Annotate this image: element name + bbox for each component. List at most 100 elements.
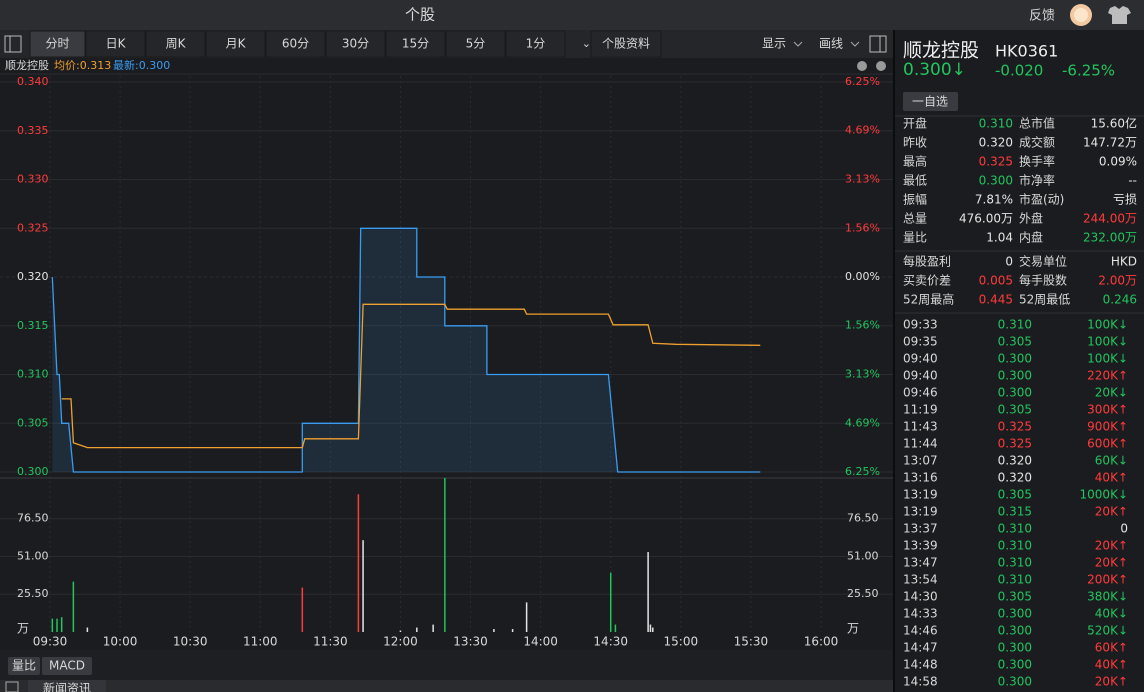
y-tick-label: 0.330 bbox=[17, 173, 49, 186]
tool-button[interactable]: 画线 bbox=[819, 37, 843, 51]
feedback-link[interactable]: 反馈 bbox=[1029, 9, 1055, 24]
trade-volume: 300K↑ bbox=[1087, 403, 1128, 417]
trade-price: 0.325 bbox=[998, 437, 1032, 451]
tab-bg[interactable] bbox=[265, 30, 326, 58]
watch-button-bg[interactable] bbox=[903, 92, 958, 111]
indicator-tab-bg[interactable] bbox=[8, 657, 40, 675]
volume-bar bbox=[357, 494, 360, 632]
trade-volume: 20K↑ bbox=[1095, 505, 1128, 519]
last-price: 0.300↓ bbox=[903, 60, 966, 80]
stat-value: 232.00万 bbox=[1083, 231, 1137, 245]
bottom-bar bbox=[0, 680, 893, 692]
volume-bar bbox=[649, 624, 652, 632]
stat-label: 总量 bbox=[903, 212, 927, 226]
y2-tick-label: 4.69% bbox=[845, 416, 880, 429]
tab-bg[interactable] bbox=[29, 30, 86, 58]
tab[interactable]: 30分 bbox=[342, 37, 369, 51]
indicator-tab-bg[interactable] bbox=[42, 657, 92, 675]
news-tab-bg[interactable] bbox=[28, 680, 106, 692]
trade-price: 0.315 bbox=[998, 505, 1032, 519]
volume-bar bbox=[86, 627, 89, 632]
x-tick-label: 11:30 bbox=[313, 635, 348, 649]
stat-label: 52周最高 bbox=[903, 292, 954, 307]
stat-value: 244.00万 bbox=[1083, 212, 1137, 226]
tab-bg[interactable] bbox=[385, 30, 446, 58]
stat-label: 最高 bbox=[903, 154, 927, 169]
trade-price: 0.305 bbox=[998, 590, 1032, 604]
x-tick-label: 13:30 bbox=[453, 635, 488, 649]
stat-label: 昨收 bbox=[903, 136, 927, 150]
trade-price: 0.310 bbox=[998, 539, 1032, 553]
tab[interactable]: 60分 bbox=[282, 37, 309, 51]
trade-time: 09:40 bbox=[903, 352, 938, 366]
y2-tick-label: 3.13% bbox=[845, 368, 880, 381]
tab[interactable]: 15分 bbox=[402, 37, 429, 51]
tab-bg[interactable] bbox=[445, 30, 506, 58]
news-tab[interactable]: 新闻资讯 bbox=[43, 681, 91, 692]
stat-value: 0.005 bbox=[979, 274, 1013, 288]
indicator-bar bbox=[0, 650, 893, 680]
trade-price: 0.305 bbox=[998, 403, 1032, 417]
trade-volume: 600K↑ bbox=[1087, 437, 1128, 451]
indicator-tab[interactable]: MACD bbox=[49, 659, 85, 673]
stat-label: 振幅 bbox=[903, 192, 927, 207]
stat-label: 换手率 bbox=[1019, 154, 1055, 169]
x-tick-label: 15:30 bbox=[734, 635, 769, 649]
tab[interactable]: 分时 bbox=[45, 37, 69, 51]
stat-label: 市净率 bbox=[1019, 173, 1055, 188]
y2-tick-label: 6.25% bbox=[845, 465, 880, 478]
bottom-toggle[interactable] bbox=[5, 681, 19, 692]
tab-bg[interactable] bbox=[205, 30, 266, 58]
trade-volume: 100K↓ bbox=[1087, 335, 1128, 349]
tab-bg[interactable] bbox=[145, 30, 206, 58]
trade-volume: 40K↑ bbox=[1095, 658, 1128, 672]
stat-label: 外盘 bbox=[1019, 211, 1043, 226]
tab-bg[interactable] bbox=[505, 30, 566, 58]
trade-time: 14:46 bbox=[903, 624, 938, 638]
trade-volume: 200K↑ bbox=[1087, 573, 1128, 587]
watch-button[interactable]: 一自选 bbox=[912, 95, 948, 109]
tab-dropdown[interactable]: ⌄ bbox=[582, 37, 591, 50]
sidebar-toggle[interactable] bbox=[4, 35, 22, 53]
stat-value: 0.445 bbox=[979, 293, 1013, 307]
tab-bg[interactable] bbox=[590, 30, 662, 58]
tab-bg[interactable] bbox=[325, 30, 386, 58]
trade-volume: 1000K↓ bbox=[1080, 488, 1128, 502]
volume-bar bbox=[362, 540, 364, 632]
trade-time: 13:19 bbox=[903, 488, 938, 502]
trade-time: 11:43 bbox=[903, 420, 938, 434]
tab-bg[interactable] bbox=[85, 30, 146, 58]
tab[interactable]: 周K bbox=[166, 37, 187, 51]
skin-icon[interactable] bbox=[1108, 6, 1131, 24]
tab[interactable]: 个股资料 bbox=[602, 37, 650, 51]
tool-button[interactable]: 显示 bbox=[762, 37, 786, 51]
tab[interactable]: 月K bbox=[226, 37, 247, 51]
volume-bar bbox=[511, 629, 514, 632]
trade-price: 0.300 bbox=[998, 658, 1032, 672]
stat-value: -- bbox=[1128, 174, 1137, 188]
volume-bar bbox=[609, 572, 612, 632]
x-tick-label: 14:30 bbox=[593, 635, 628, 649]
y-tick-label: 0.340 bbox=[17, 75, 49, 88]
avatar-face bbox=[1074, 8, 1088, 22]
stat-label: 52周最低 bbox=[1019, 293, 1070, 307]
trade-time: 11:44 bbox=[903, 437, 938, 451]
price-area bbox=[52, 228, 761, 472]
trade-price: 0.305 bbox=[998, 488, 1032, 502]
panel-toggle[interactable] bbox=[869, 35, 887, 53]
tab[interactable]: 1分 bbox=[526, 37, 546, 51]
tab[interactable]: 日K bbox=[106, 37, 127, 51]
stat-value: 0.300 bbox=[979, 174, 1013, 188]
x-tick-label: 12:00 bbox=[383, 635, 418, 649]
trade-price: 0.310 bbox=[998, 556, 1032, 570]
zoom-out[interactable] bbox=[876, 61, 886, 71]
zoom-in[interactable] bbox=[857, 61, 867, 71]
indicator-tab[interactable]: 量比 bbox=[12, 659, 36, 673]
volume-bar bbox=[72, 581, 75, 632]
trade-time: 14:30 bbox=[903, 590, 938, 604]
tab[interactable]: 5分 bbox=[466, 37, 486, 51]
y2-tick-label: 1.56% bbox=[845, 221, 880, 234]
trade-volume: 900K↑ bbox=[1087, 420, 1128, 434]
x-tick-label: 15:00 bbox=[664, 635, 699, 649]
